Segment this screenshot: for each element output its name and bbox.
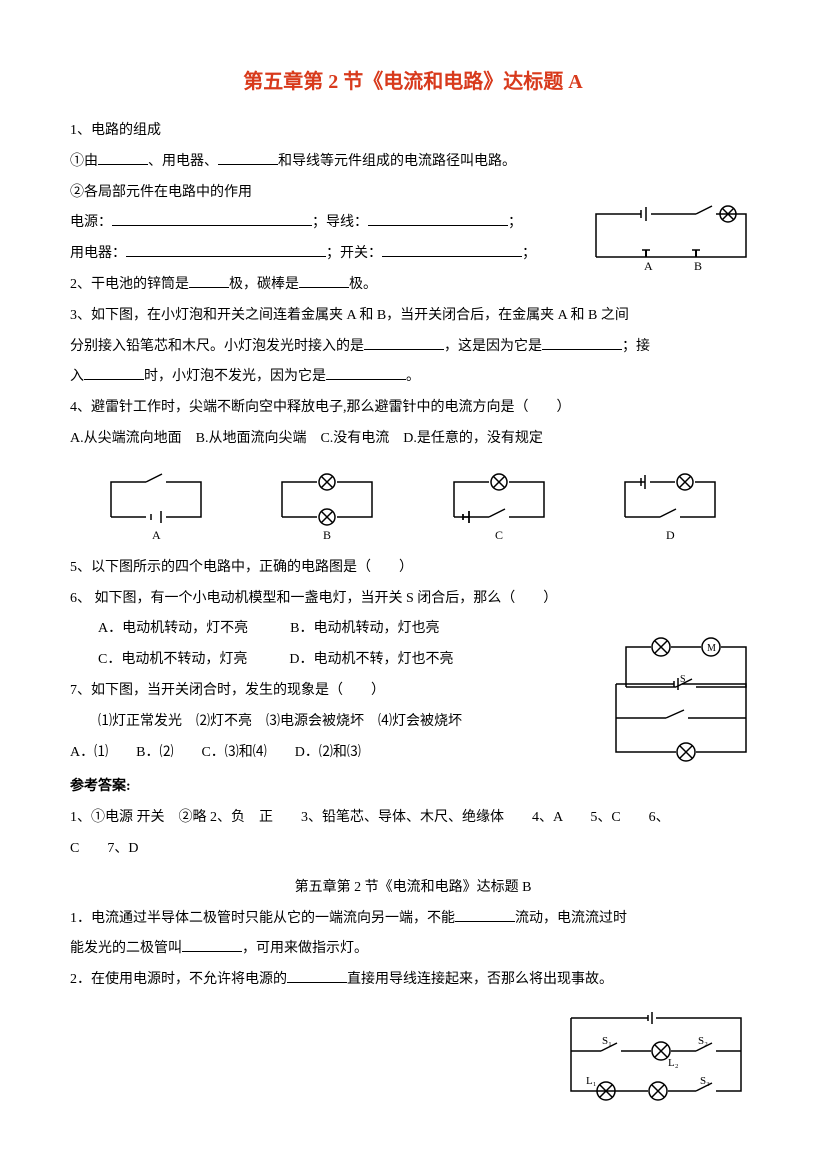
blank bbox=[112, 211, 312, 226]
blank bbox=[98, 150, 148, 165]
optA: A．电动机转动，灯不亮 bbox=[98, 621, 248, 636]
txt: 流动，电流流过时 bbox=[515, 911, 627, 926]
pb-q1b: 能发光的二极管叫 ，可用来做指示灯。 bbox=[70, 934, 756, 965]
blank bbox=[287, 968, 347, 983]
txt: 用电器： bbox=[70, 246, 126, 261]
partb-title: 第五章第 2 节《电流和电路》达标题 B bbox=[70, 873, 756, 904]
txt: ；开关： bbox=[326, 246, 382, 261]
blank bbox=[84, 365, 144, 380]
blank bbox=[455, 907, 515, 922]
q1-l1a: ①由 bbox=[70, 154, 98, 169]
txt: ； bbox=[522, 246, 536, 261]
answers-head: 参考答案: bbox=[70, 772, 756, 803]
pb-q1: 1．电流通过半导体二极管时只能从它的一端流向另一端，不能 流动，电流流过时 bbox=[70, 904, 756, 935]
txt: ；接 bbox=[622, 339, 650, 354]
q3-l2: 分别接入铅笔芯和木尺。小灯泡发光时接入的是 ，这是因为它是 ；接 bbox=[70, 332, 756, 363]
blank bbox=[326, 365, 406, 380]
label: C bbox=[495, 528, 503, 542]
txt: 极，碳棒是 bbox=[229, 277, 299, 292]
txt: 。 bbox=[406, 369, 420, 384]
q3-l3: 入 时，小灯泡不发光，因为它是 。 bbox=[70, 362, 756, 393]
circuit-q7-icon bbox=[606, 672, 756, 767]
txt: ； bbox=[508, 215, 522, 230]
circuit-a-icon: A bbox=[96, 467, 216, 547]
q1-l1b: 、用电器、 bbox=[148, 154, 218, 169]
txt: 2、干电池的锌筒是 bbox=[70, 277, 189, 292]
blank bbox=[364, 335, 444, 350]
blank bbox=[182, 937, 242, 952]
txt: 1．电流通过半导体二极管时只能从它的一端流向另一端，不能 bbox=[70, 911, 455, 926]
circuit-d-icon: D bbox=[610, 467, 730, 547]
q5-diagrams: A B C D bbox=[70, 467, 756, 547]
txt: ；导线： bbox=[312, 215, 368, 230]
q3-l1: 3、如下图，在小灯泡和开关之间连着金属夹 A 和 B，当开关闭合后，在金属夹 A… bbox=[70, 301, 756, 332]
blank bbox=[218, 150, 278, 165]
q1-line1: ①由 、用电器、 和导线等元件组成的电流路径叫电路。 bbox=[70, 147, 756, 178]
blank bbox=[299, 273, 349, 288]
label-l2: L₂ bbox=[668, 1057, 679, 1069]
q2: 2、干电池的锌筒是 极，碳棒是 极。 bbox=[70, 270, 756, 301]
q4-stem: 4、避雷针工作时，尖端不断向空中释放电子,那么避雷针中的电流方向是（ ） bbox=[70, 393, 756, 424]
label-s1: S₁ bbox=[602, 1035, 612, 1047]
txt: 电源： bbox=[70, 215, 112, 230]
label-s3: S₃ bbox=[700, 1075, 710, 1087]
txt: 能发光的二极管叫 bbox=[70, 941, 182, 956]
txt: 极。 bbox=[349, 277, 377, 292]
q1-l1c: 和导线等元件组成的电流路径叫电路。 bbox=[278, 154, 516, 169]
circuit-bottom-icon: S₁ S₂ S₃ L₁ L₂ bbox=[556, 1006, 756, 1106]
txt: 入 bbox=[70, 369, 84, 384]
label-m: M bbox=[707, 643, 716, 654]
label: A bbox=[152, 528, 161, 542]
q6-stem: 6、 如下图，有一个小电动机模型和一盏电灯，当开关 S 闭合后，那么（ ） bbox=[70, 584, 756, 615]
txt: 分别接入铅笔芯和木尺。小灯泡发光时接入的是 bbox=[70, 339, 364, 354]
label-b: B bbox=[694, 259, 702, 272]
circuit-c-icon: C bbox=[439, 467, 559, 547]
circuit-b-icon: B bbox=[267, 467, 387, 547]
circuit-clip-ab-icon: A B bbox=[586, 202, 756, 272]
txt: ，这是因为它是 bbox=[444, 339, 542, 354]
blank bbox=[368, 211, 508, 226]
q5-stem: 5、以下图所示的四个电路中，正确的电路图是（ ） bbox=[70, 553, 756, 584]
txt: ，可用来做指示灯。 bbox=[242, 941, 368, 956]
q1-head: 1、电路的组成 bbox=[70, 116, 756, 147]
label-s2: S₂ bbox=[698, 1035, 708, 1047]
txt: 2．在使用电源时，不允许将电源的 bbox=[70, 972, 287, 987]
optC: C．电动机不转动，灯亮 bbox=[98, 652, 247, 667]
label-a: A bbox=[644, 259, 653, 272]
q4-opts: A.从尖端流向地面 B.从地面流向尖端 C.没有电流 D.是任意的，没有规定 bbox=[70, 424, 756, 455]
page-title: 第五章第 2 节《电流和电路》达标题 A bbox=[70, 60, 756, 104]
txt: 时，小灯泡不发光，因为它是 bbox=[144, 369, 326, 384]
pb-q2: 2．在使用电源时，不允许将电源的 直接用导线连接起来，否那么将出现事故。 bbox=[70, 965, 756, 996]
label: B bbox=[323, 528, 331, 542]
optD: D．电动机不转，灯也不亮 bbox=[289, 652, 453, 667]
blank bbox=[382, 242, 522, 257]
txt: 直接用导线连接起来，否那么将出现事故。 bbox=[347, 972, 613, 987]
blank bbox=[126, 242, 326, 257]
answers-l1: 1、①电源 开关 ②略 2、负 正 3、铅笔芯、导体、木尺、绝缘体 4、A 5、… bbox=[70, 803, 756, 834]
answers-l2: C 7、D bbox=[70, 834, 756, 865]
optB: B．电动机转动，灯也亮 bbox=[290, 621, 439, 636]
label-l1: L₁ bbox=[586, 1075, 597, 1087]
label: D bbox=[666, 528, 675, 542]
blank bbox=[189, 273, 229, 288]
blank bbox=[542, 335, 622, 350]
